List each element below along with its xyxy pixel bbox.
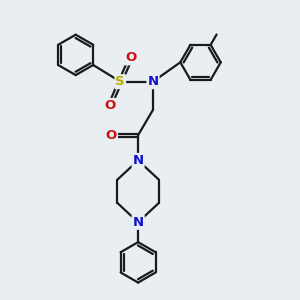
Text: S: S [116, 75, 125, 88]
Text: N: N [133, 216, 144, 229]
Text: O: O [125, 51, 136, 64]
Text: O: O [106, 129, 117, 142]
Text: N: N [133, 154, 144, 167]
Text: O: O [104, 99, 116, 112]
Text: N: N [147, 75, 158, 88]
